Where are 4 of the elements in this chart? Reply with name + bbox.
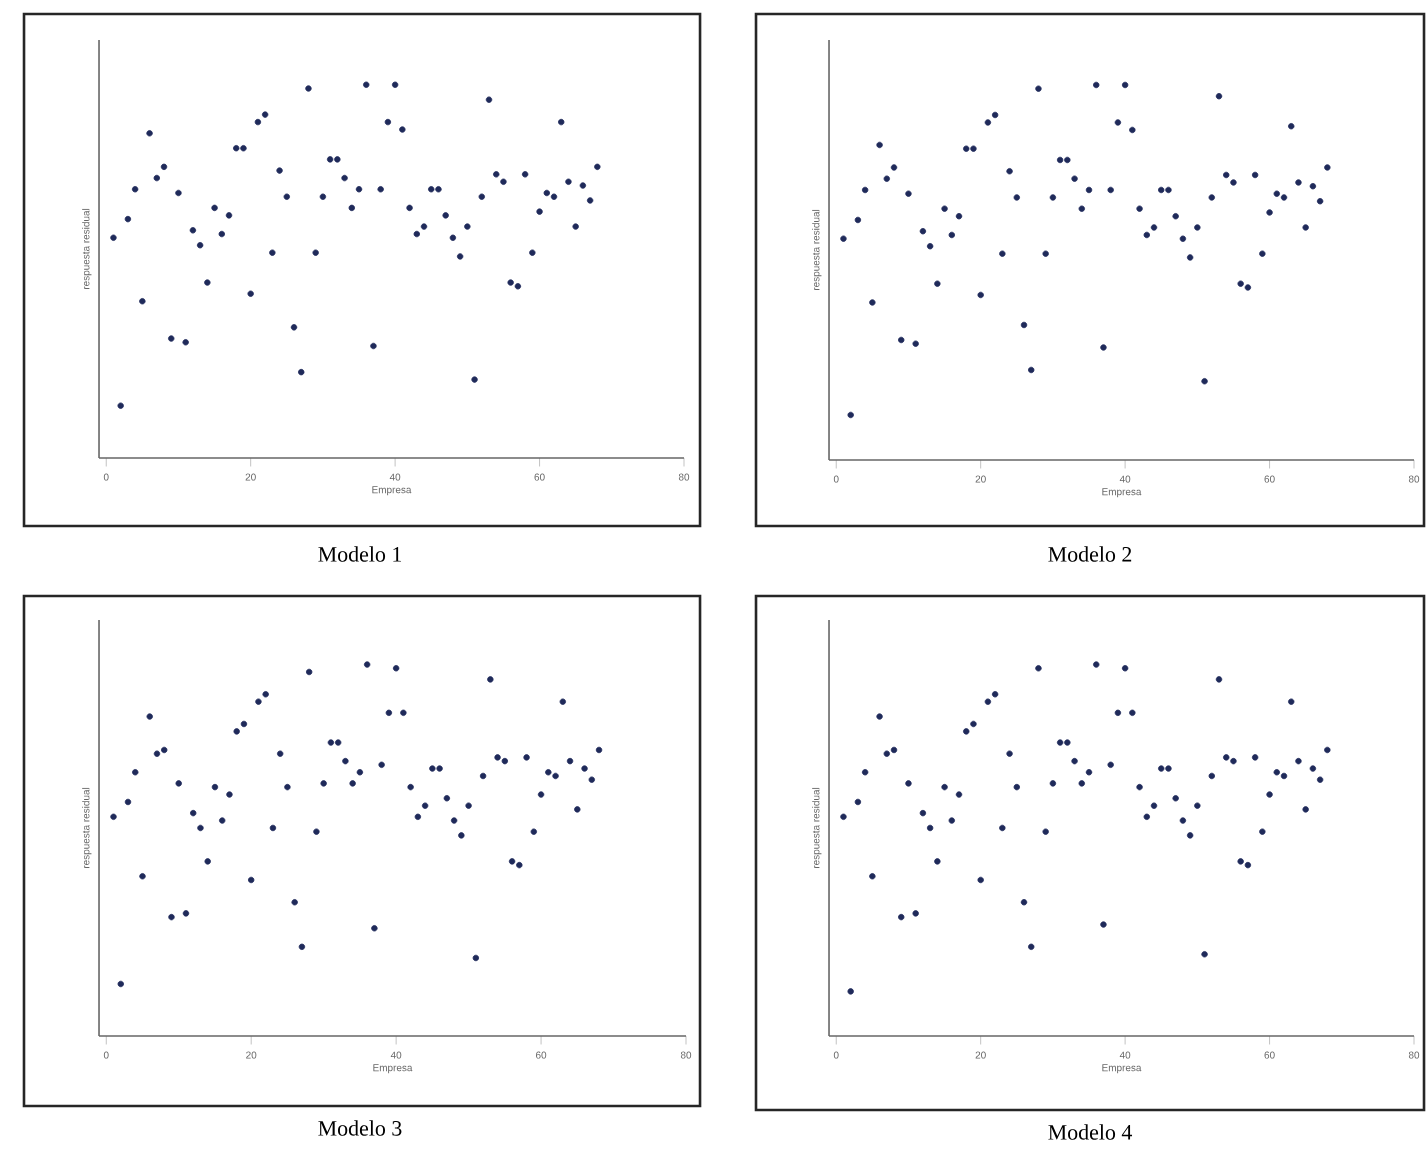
text: Modelo 1 — [318, 546, 402, 562]
text: Modelo 4 — [1048, 1124, 1133, 1140]
text: Modelo 3 — [318, 1120, 402, 1136]
text: Modelo 2 — [1048, 546, 1132, 562]
